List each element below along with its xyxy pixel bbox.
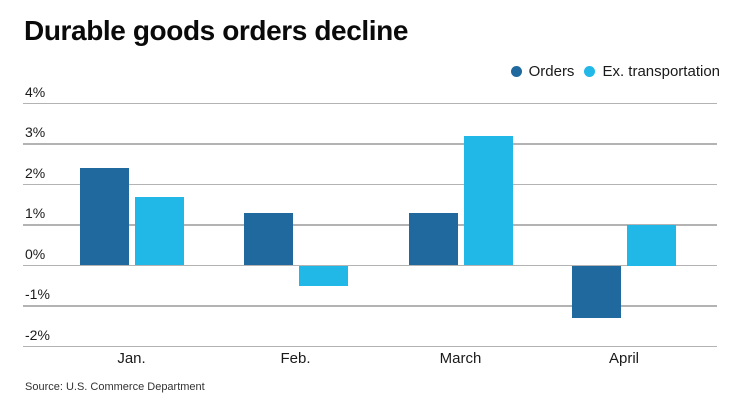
gridline-minus-1pct xyxy=(23,305,717,307)
legend-item-ex-transportation: Ex. transportation xyxy=(584,63,720,80)
legend-swatch-ex-transportation-icon xyxy=(584,66,596,77)
x-axis-label-feb: Feb. xyxy=(280,350,311,367)
legend-label-orders: Orders xyxy=(528,63,575,80)
x-axis-label-april: April xyxy=(608,350,640,367)
chart-title: Durable goods orders decline xyxy=(24,15,408,46)
y-axis-label-minus-1pct: -1% xyxy=(25,286,50,302)
bar-ex-transportation-april xyxy=(627,225,676,266)
legend-label-ex-transportation: Ex. transportation xyxy=(602,63,720,80)
y-axis-label-2pct: 2% xyxy=(25,164,46,181)
gridline-4pct xyxy=(23,102,717,105)
gridline-1pct xyxy=(23,224,717,226)
legend-item-orders: Orders xyxy=(510,63,575,80)
gridline-3pct xyxy=(23,143,717,145)
bar-orders-feb xyxy=(243,212,293,266)
gridline-0pct xyxy=(23,264,717,267)
bar-orders-jan xyxy=(79,168,129,266)
y-axis-label-minus-2pct: -2% xyxy=(25,326,50,343)
y-axis-label-4pct: 4% xyxy=(25,83,46,100)
gridline-minus-2pct xyxy=(23,345,717,348)
bar-orders-march xyxy=(408,212,458,266)
legend-swatch-orders-icon xyxy=(510,66,522,77)
bar-orders-april xyxy=(572,265,621,319)
y-axis-label-0pct: 0% xyxy=(25,245,46,262)
gridline-2pct xyxy=(23,183,717,186)
bar-ex-transportation-march xyxy=(463,135,513,266)
x-axis-label-march: March xyxy=(439,350,482,367)
y-axis-label-3pct: 3% xyxy=(25,124,46,140)
chart-legend: Orders Ex. transportation xyxy=(510,63,720,80)
y-axis-label-1pct: 1% xyxy=(25,205,46,221)
bar-ex-transportation-feb xyxy=(298,265,348,286)
source-note: Source: U.S. Commerce Department xyxy=(25,381,205,393)
bar-ex-transportation-jan xyxy=(134,196,184,266)
x-axis-label-jan: Jan. xyxy=(117,350,146,367)
